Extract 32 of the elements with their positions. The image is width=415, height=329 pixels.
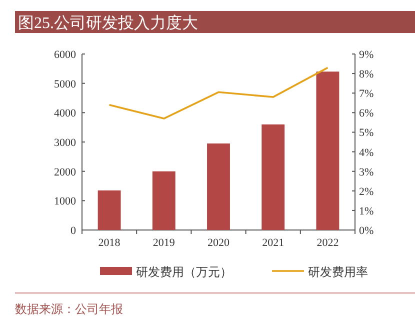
y2-tick-label: 7% <box>359 88 374 100</box>
x-tick-label: 2021 <box>262 237 284 249</box>
title-banner: 图25.公司研发投入力度大 <box>15 11 415 33</box>
y-tick-label: 6000 <box>54 49 76 61</box>
bar <box>316 72 340 230</box>
y2-tick-label: 4% <box>359 146 374 159</box>
x-tick-label: 2020 <box>208 237 230 249</box>
y2-tick-label: 8% <box>359 68 374 81</box>
y2-tick-label: 9% <box>359 49 374 61</box>
bar <box>152 171 176 230</box>
y2-tick-label: 6% <box>359 108 374 120</box>
y-tick-label: 2000 <box>54 166 76 178</box>
y2-tick-label: 2% <box>359 186 374 198</box>
x-tick-label: 2018 <box>98 237 121 249</box>
y-tick-label: 4000 <box>54 108 76 120</box>
y-tick-label: 5000 <box>54 78 76 90</box>
y2-tick-label: 1% <box>359 205 374 218</box>
x-tick-label: 2022 <box>316 237 339 249</box>
bar <box>207 143 230 230</box>
y2-tick-label: 5% <box>359 127 374 140</box>
source-note: 数据来源：公司年报 <box>15 302 123 316</box>
legend-label: 研发费用率 <box>308 265 368 279</box>
legend-label: 研发费用（万元） <box>136 265 232 279</box>
y-tick-label: 3000 <box>54 137 76 149</box>
chart-title: 图25.公司研发投入力度大 <box>18 14 198 32</box>
bar <box>98 190 121 230</box>
y2-tick-label: 0% <box>359 225 374 237</box>
y-tick-label: 1000 <box>54 196 76 208</box>
y2-tick-label: 3% <box>359 166 374 178</box>
y-tick-label: 0 <box>70 225 76 237</box>
bar <box>262 124 285 230</box>
x-tick-label: 2019 <box>152 237 176 249</box>
